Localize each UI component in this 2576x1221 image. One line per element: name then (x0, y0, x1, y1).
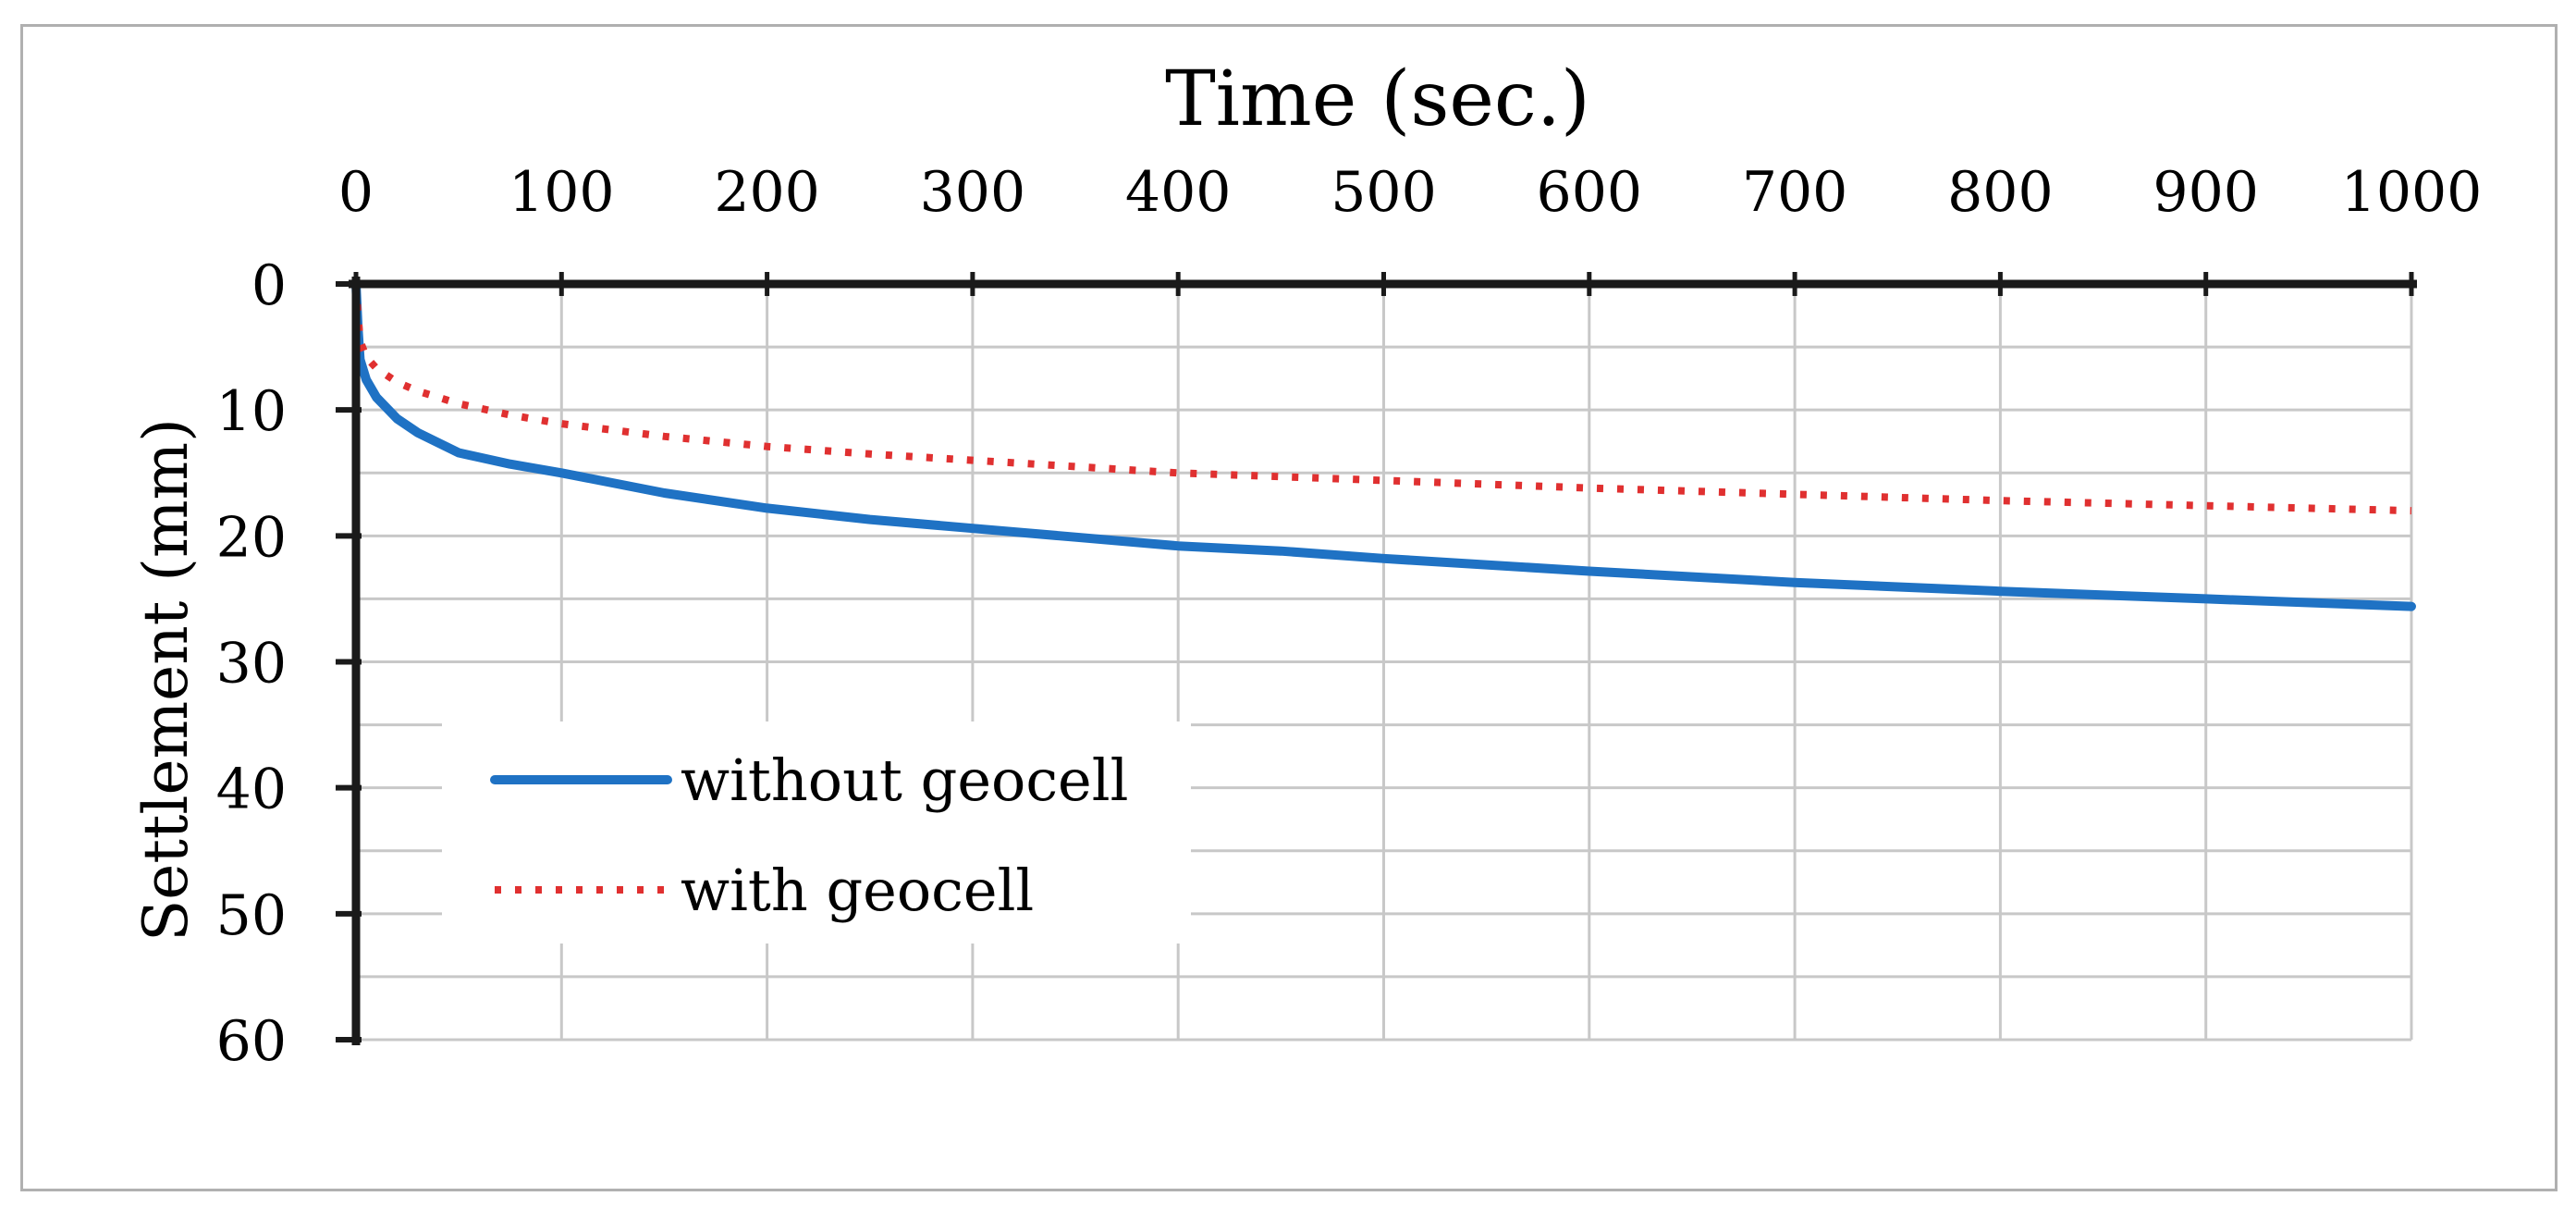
series-line-with-geocell (352, 283, 2412, 515)
legend: without geocell with geocell (442, 722, 1191, 944)
y-tick-label: 40 (216, 758, 287, 822)
axes (336, 272, 2417, 1045)
x-axis-title: Time (sec.) (1165, 56, 1590, 143)
legend-box (442, 722, 1191, 944)
tick-labels: 0 100 200 300 400 500 600 700 800 900 1000 0 10 20 30 4… (216, 160, 2483, 1074)
legend-label-with-geocell: with geocell (681, 857, 1034, 924)
y-tick-label: 50 (216, 883, 287, 948)
y-tick-label: 30 (216, 632, 287, 697)
x-tick-label: 800 (1947, 160, 2054, 225)
y-tick-label: 10 (216, 379, 287, 444)
x-tick-label: 700 (1742, 160, 1848, 225)
x-tick-label: 400 (1125, 160, 1232, 225)
x-tick-label: 1000 (2341, 160, 2483, 225)
x-tick-label: 300 (920, 160, 1026, 225)
series-line-without-geocell (351, 279, 2416, 611)
x-tick-label: 0 (338, 160, 374, 225)
y-tick-label: 0 (251, 253, 287, 318)
series-lines (351, 279, 2416, 611)
x-tick-label: 200 (714, 160, 820, 225)
y-tick-label: 20 (216, 505, 287, 570)
x-tick-label: 100 (509, 160, 615, 225)
x-tick-label: 500 (1331, 160, 1437, 225)
chart-frame (20, 24, 2558, 1191)
x-tick-label: 600 (1537, 160, 1643, 225)
y-tick-label: 60 (216, 1009, 287, 1074)
legend-label-without-geocell: without geocell (681, 746, 1128, 814)
y-axis-title: Settlement (mm) (130, 418, 202, 942)
x-tick-label: 900 (2153, 160, 2259, 225)
